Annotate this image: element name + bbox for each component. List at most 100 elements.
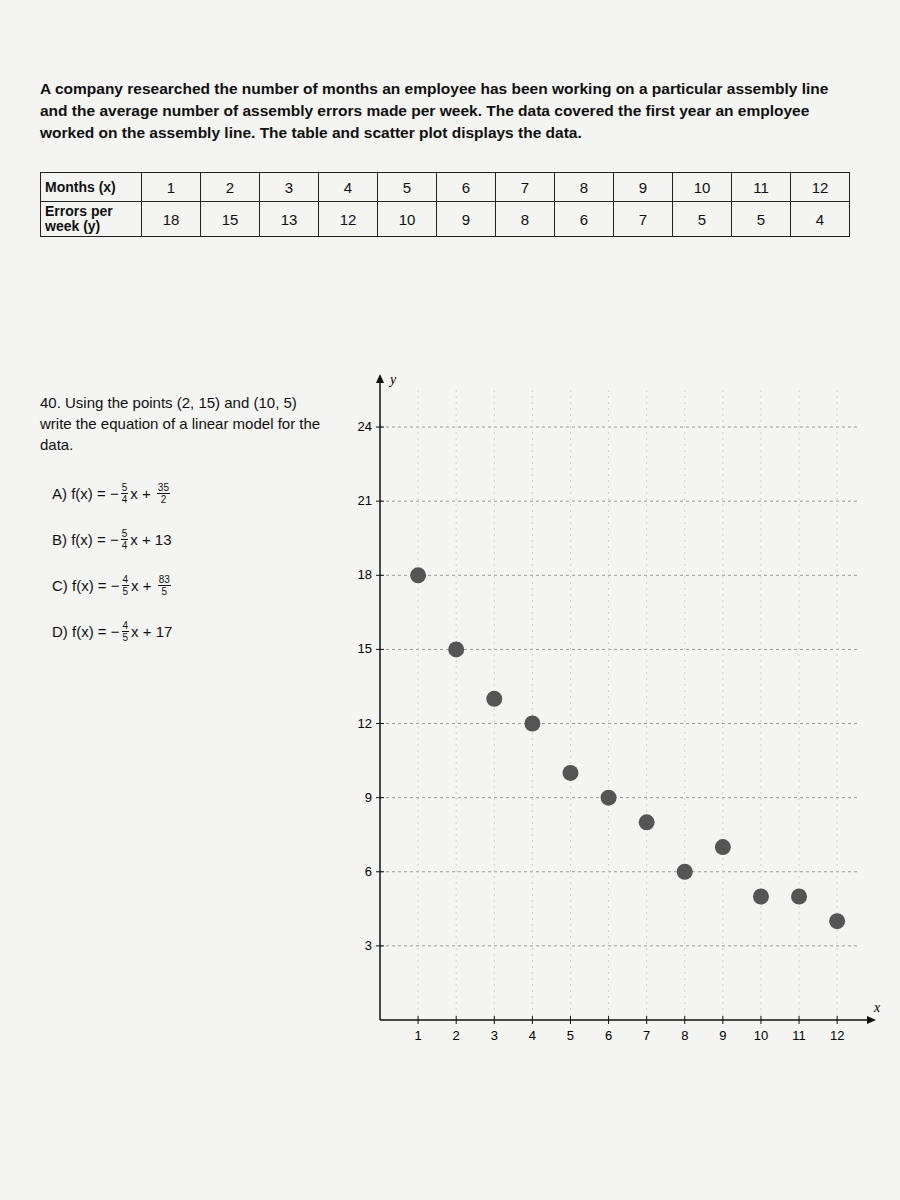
table-cell: 5 [378,173,437,202]
denominator: 4 [122,494,128,505]
table-cell: 18 [142,202,201,237]
y-axis-label: y [388,372,397,387]
choice-text: B) f(x) = − [52,531,119,548]
y-tick [376,945,384,946]
grid-line [608,390,609,1020]
numerator: 4 [122,620,130,632]
fraction: 45 [122,620,130,643]
grid-line [380,797,860,798]
data-point [753,888,769,904]
grid-line [570,390,571,1020]
x-tick [684,1016,685,1024]
y-arrow [376,374,384,383]
choice-text: x + [130,485,155,502]
points [410,567,845,929]
table-cell: 9 [437,202,496,237]
table-cell: 11 [732,173,791,202]
denominator: 5 [161,586,167,597]
x-tick [494,1016,495,1024]
fraction: 45 [122,574,130,597]
x-tick [608,1016,609,1024]
table-cell: 6 [555,202,614,237]
y-tick [376,649,384,650]
choices: A) f(x) = −54x + 352B) f(x) = −54x + 13C… [52,470,173,654]
table-cell: 2 [201,173,260,202]
choice[interactable]: B) f(x) = −54x + 13 [52,516,173,562]
x-tick [570,1016,571,1024]
x-arrow [867,1016,876,1024]
x-axis-label: x [873,1000,881,1015]
denominator: 5 [123,586,129,597]
y-tick [376,427,384,428]
grid-line [456,390,457,1020]
grid-line [380,575,860,576]
x-tick-label: 10 [754,1028,768,1043]
table-cell: 12 [791,173,850,202]
fraction: 54 [121,528,129,551]
choice[interactable]: A) f(x) = −54x + 352 [52,470,173,516]
y-tick-label: 21 [358,493,372,508]
x-tick [418,1016,419,1024]
x-tick-label: 7 [643,1028,650,1043]
y-tick [376,501,384,502]
y-tick-label: 6 [365,864,372,879]
table-cell: 4 [791,202,850,237]
y-tick-label: 24 [358,419,372,434]
question: 40. Using the points (2, 15) and (10, 5)… [40,392,330,455]
table-cell: 10 [378,202,437,237]
table-cell: 9 [614,173,673,202]
x-axis [380,1019,870,1021]
grid-line [646,390,647,1020]
y-tick-label: 9 [365,790,372,805]
y-tick-label: 3 [365,938,372,953]
choice-text: x + [131,577,156,594]
y-tick-label: 18 [358,567,372,582]
x-tick-label: 11 [792,1028,806,1043]
x-tick-label: 3 [491,1028,498,1043]
numerator: 4 [122,574,130,586]
x-tick-label: 2 [453,1028,460,1043]
x-tick-label: 1 [414,1028,421,1043]
x-tick [532,1016,533,1024]
numerator: 35 [157,482,170,494]
x-tick-label: 6 [605,1028,612,1043]
choice-text: x + 13 [130,531,171,548]
choice[interactable]: D) f(x) = −45x + 17 [52,608,173,654]
data-point [524,716,540,732]
grid-line [418,390,419,1020]
grid-line [684,390,685,1020]
x-tick-label: 9 [719,1028,726,1043]
grid-line [380,871,860,872]
numerator: 83 [158,574,171,586]
table-cell: 6 [437,173,496,202]
table-cell: 7 [614,202,673,237]
y-tick [376,797,384,798]
denominator: 5 [123,632,129,643]
scatter-plot: 1234567891011123691215182124xy [0,0,900,1200]
x-tick [760,1016,761,1024]
table-cell: 5 [732,202,791,237]
x-tick [799,1016,800,1024]
table-cell: 7 [496,173,555,202]
table-cell: 15 [201,202,260,237]
fraction: 54 [121,482,129,505]
data-point [639,814,655,830]
table-cell: 5 [673,202,732,237]
data-point [677,864,693,880]
x-tick-label: 12 [830,1028,844,1043]
denominator: 4 [122,540,128,551]
x-tick [456,1016,457,1024]
denominator: 2 [161,494,167,505]
y-tick [376,575,384,576]
grid-line [380,427,860,428]
data-point [601,790,617,806]
table-row: Months (x)123456789101112 [41,173,850,202]
grid-line [799,390,800,1020]
table-cell: 1 [142,173,201,202]
choice[interactable]: C) f(x) = −45x + 835 [52,562,173,608]
grid-line [722,390,723,1020]
data-point [791,888,807,904]
grid-line [532,390,533,1020]
y-axis [379,380,381,1020]
y-tick [376,723,384,724]
